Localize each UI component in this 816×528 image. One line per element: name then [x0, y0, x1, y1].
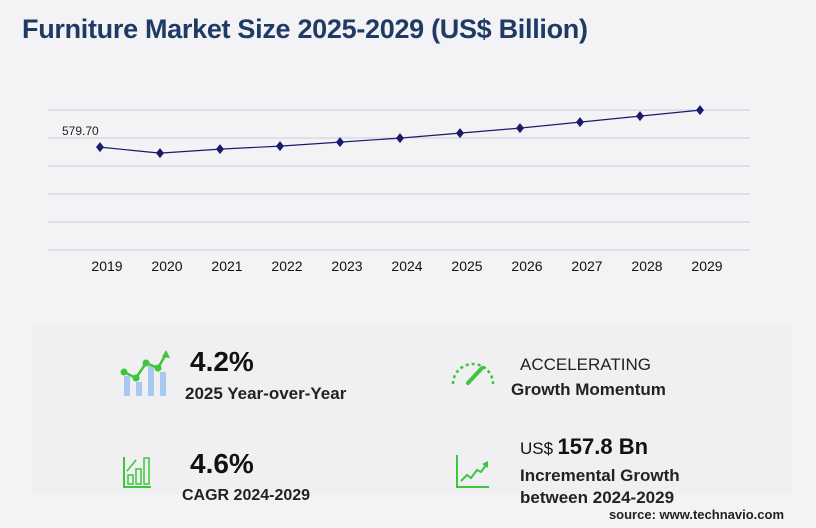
incremental-label-1: Incremental Growth: [520, 466, 680, 485]
x-tick-label: 2026: [511, 258, 542, 274]
x-tick-label: 2023: [331, 258, 362, 274]
series-line: [99, 109, 701, 154]
page-title: Furniture Market Size 2025-2029 (US$ Bil…: [22, 14, 588, 44]
incremental-label-2: between 2024-2029: [520, 488, 675, 507]
data-point: [456, 128, 464, 139]
cagr-label: CAGR 2024-2029: [182, 487, 311, 504]
data-point: [636, 111, 644, 122]
currency-prefix: US$: [520, 439, 554, 458]
data-point: [96, 142, 104, 153]
data-point: [216, 144, 224, 155]
yoy-value: 4.2%: [190, 346, 254, 377]
momentum-label: Growth Momentum: [511, 380, 666, 399]
data-point: [516, 123, 524, 134]
incremental-amount: 157.8 Bn: [557, 434, 649, 459]
x-tick-label: 2024: [391, 258, 422, 274]
data-label: 579.70: [62, 124, 99, 138]
source-note: source: www.technavio.com: [608, 507, 784, 522]
momentum-value: ACCELERATING: [520, 355, 651, 374]
data-point: [696, 105, 704, 116]
x-tick-label: 2022: [271, 258, 302, 274]
x-tick-label: 2025: [451, 258, 482, 274]
yoy-label: 2025 Year-over-Year: [185, 384, 347, 403]
speedometer-icon: [451, 362, 495, 385]
data-point: [276, 141, 284, 152]
x-tick-label: 2027: [571, 258, 602, 274]
bar-chart-icon: [123, 457, 151, 488]
line-chart: 2019 2020 2021 2022 2023 2024 2025 2026 2027 2028…: [48, 105, 750, 274]
incremental-value: US$ 157.8 Bn: [520, 434, 648, 460]
cagr-value: 4.6%: [190, 448, 254, 479]
data-point: [576, 117, 584, 128]
data-point: [336, 137, 344, 148]
x-tick-label: 2019: [91, 258, 122, 274]
x-tick-label: 2028: [631, 258, 662, 274]
data-point: [396, 133, 404, 144]
data-point: [156, 148, 164, 159]
x-tick-label: 2029: [691, 258, 722, 274]
x-tick-label: 2021: [211, 258, 242, 274]
bar-trend-icon: [120, 350, 170, 396]
growth-chart-icon: [456, 455, 489, 488]
stats-panel: [32, 326, 792, 494]
x-tick-label: 2020: [151, 258, 182, 274]
